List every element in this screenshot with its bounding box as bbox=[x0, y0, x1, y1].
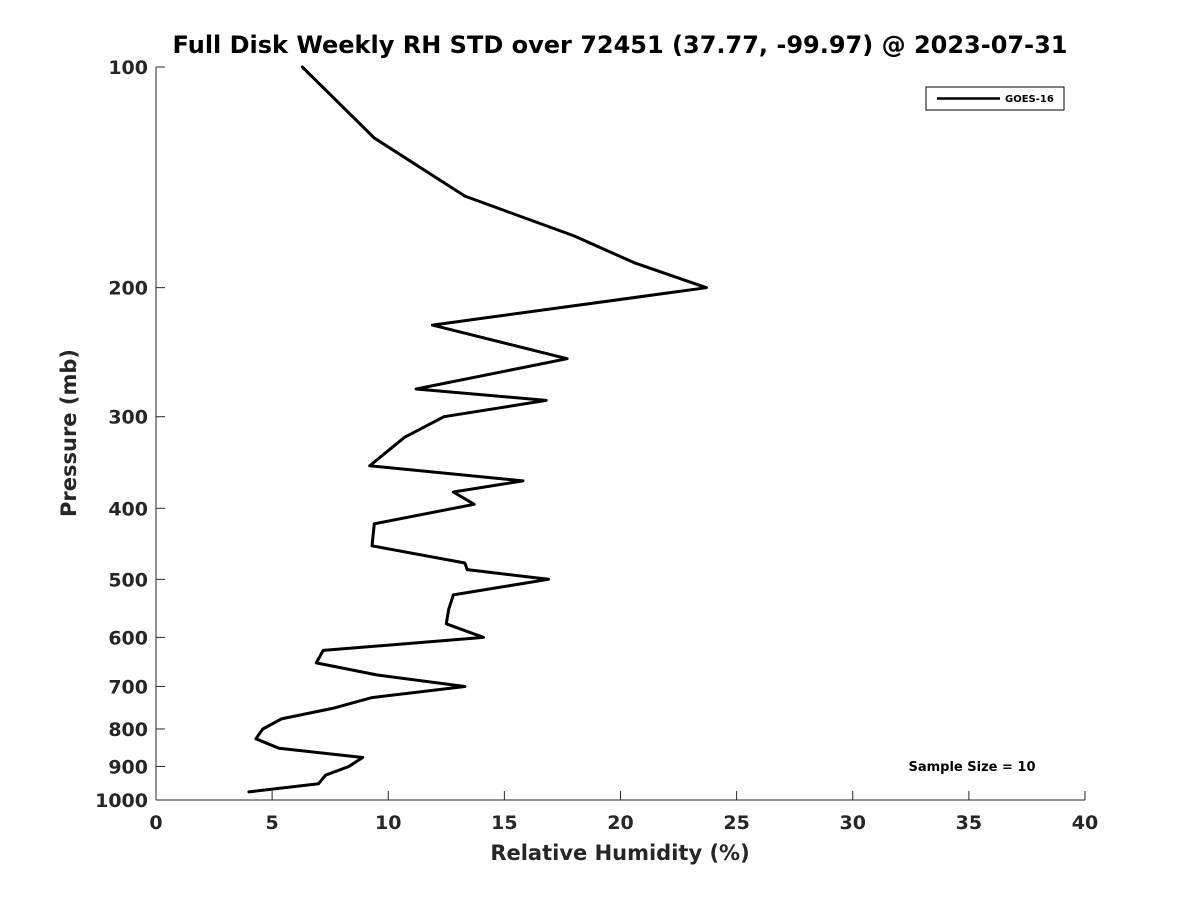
y-tick-label: 1000 bbox=[95, 790, 148, 812]
x-tick-label: 25 bbox=[723, 812, 749, 834]
x-tick-label: 20 bbox=[607, 812, 633, 834]
y-axis-ticks: 100 200 300 400 500 600 700 800 900 1000 bbox=[95, 57, 165, 812]
y-tick-label: 500 bbox=[108, 569, 148, 591]
series-group bbox=[247, 65, 708, 794]
chart-title: Full Disk Weekly RH STD over 72451 (37.7… bbox=[173, 31, 1068, 59]
legend: GOES-16 bbox=[925, 86, 1065, 111]
x-axis-label: Relative Humidity (%) bbox=[490, 841, 749, 865]
legend-entry-goes-16: GOES-16 bbox=[1005, 94, 1054, 105]
y-tick-label: 900 bbox=[108, 756, 148, 778]
plot-area bbox=[155, 67, 1085, 801]
y-tick-label: 200 bbox=[108, 278, 148, 300]
x-tick-label: 35 bbox=[956, 812, 982, 834]
y-tick-label: 100 bbox=[108, 57, 148, 79]
x-axis-ticks: 0 5 10 15 20 25 30 35 40 bbox=[149, 791, 1098, 834]
x-tick-label: 40 bbox=[1072, 812, 1098, 834]
x-tick-label: 15 bbox=[491, 812, 517, 834]
y-tick-label: 400 bbox=[108, 498, 148, 520]
y-axis-label: Pressure (mb) bbox=[57, 349, 81, 517]
y-tick-label: 700 bbox=[108, 676, 148, 698]
y-tick-label: 300 bbox=[108, 407, 148, 429]
x-tick-label: 0 bbox=[149, 812, 162, 834]
sample-size-annotation: Sample Size = 10 bbox=[908, 760, 1035, 775]
y-tick-label: 800 bbox=[108, 719, 148, 741]
x-tick-label: 5 bbox=[266, 812, 279, 834]
x-tick-label: 10 bbox=[375, 812, 401, 834]
y-tick-label: 600 bbox=[108, 627, 148, 649]
x-tick-label: 30 bbox=[840, 812, 866, 834]
series-line-goes-16 bbox=[247, 65, 708, 794]
